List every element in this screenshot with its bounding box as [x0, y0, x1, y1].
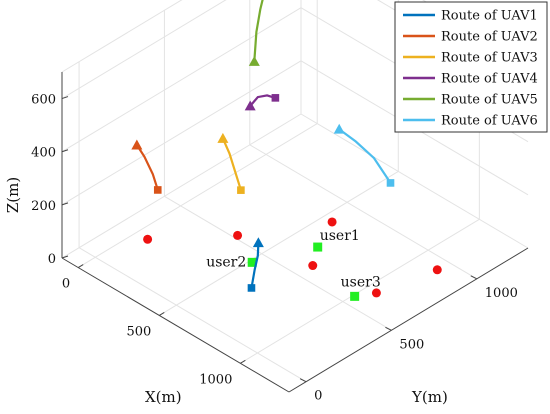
route-line-uav3: [221, 137, 242, 191]
user-label: user1: [320, 228, 360, 244]
legend-label-uav3: Route of UAV3: [441, 51, 538, 66]
z-axis-label: Z(m): [4, 177, 22, 213]
grid-line: [240, 218, 480, 364]
y-tick-label: 0: [314, 389, 322, 404]
route-start-uav3: [237, 186, 245, 194]
y-axis-label: Y(m): [411, 388, 448, 406]
red-point: [432, 265, 442, 275]
x-tick-mark: [159, 311, 165, 316]
route-start-uav6: [386, 179, 395, 187]
y-tick-mark: [385, 326, 392, 331]
user-marker: [350, 291, 360, 301]
x-tick-label: 500: [126, 324, 151, 339]
grid-line: [61, 7, 302, 153]
route-end-uav5: [248, 56, 260, 66]
x-tick-mark: [77, 264, 84, 269]
route-end-uav1: [252, 237, 264, 248]
route-start-uav4: [271, 94, 280, 102]
grid-line: [61, 113, 302, 259]
route-line-uav2: [135, 144, 159, 191]
legend-label-uav5: Route of UAV5: [441, 93, 538, 108]
route-line-uav6: [338, 128, 392, 184]
legend: Route of UAV1 Route of UAV2 Route of UAV3 R…: [394, 1, 548, 133]
x-axis-line: [61, 257, 290, 393]
route-start-uav1: [247, 284, 256, 292]
ground-points: user1 user2 user3: [143, 217, 442, 301]
user-label: user2: [206, 254, 246, 270]
grid-line: [164, 195, 392, 331]
legend-label-uav6: Route of UAV6: [441, 114, 538, 129]
axes-frame: [61, 72, 529, 393]
tick-labels: 0 200 400 600 0 500 1000 0 500 1000: [31, 93, 518, 404]
x-axis-label: X(m): [145, 388, 182, 406]
x-tick-mark: [240, 359, 246, 364]
z-tick-mark: [61, 255, 69, 259]
y-tick-mark: [470, 275, 478, 280]
user-marker: [313, 242, 323, 252]
y-tick-label: 1000: [485, 286, 518, 301]
grid-line: [249, 144, 478, 280]
y-tick-label: 500: [399, 337, 424, 352]
grid-line: [300, 113, 529, 249]
uav-routes: [131, 0, 395, 292]
y-axis-line: [288, 247, 529, 393]
grid-line: [61, 60, 302, 206]
grid-line: [61, 0, 183, 73]
legend-label-uav1: Route of UAV1: [441, 9, 538, 24]
route-end-uav6: [333, 123, 345, 134]
grid-line: [78, 247, 307, 383]
legend-box: [394, 1, 548, 133]
route-end-uav3: [217, 132, 229, 143]
red-point: [371, 288, 381, 298]
y-tick-mark: [299, 378, 307, 383]
red-point: [327, 217, 337, 227]
z-tick-label: 200: [31, 199, 56, 214]
z-tick-label: 0: [48, 252, 56, 267]
route-line-uav5: [253, 0, 264, 62]
route-end-uav4: [244, 100, 256, 111]
route-start-uav2: [153, 186, 162, 194]
user-marker: [247, 257, 257, 267]
user-label: user3: [341, 274, 381, 290]
grid-line: [77, 123, 318, 268]
axis-labels: X(m) Y(m) Z(m): [4, 177, 448, 406]
z-tick-label: 400: [31, 146, 56, 161]
z-tick-label: 600: [31, 93, 56, 108]
red-point: [143, 234, 153, 244]
legend-label-uav2: Route of UAV2: [441, 30, 538, 45]
x-tick-label: 1000: [199, 372, 232, 387]
route-end-uav2: [131, 139, 143, 150]
z-tick-mark: [61, 202, 69, 206]
red-point: [308, 261, 318, 271]
z-tick-mark: [61, 96, 69, 100]
route-line-uav4: [249, 94, 276, 107]
x-tick-label: 0: [62, 277, 70, 292]
z-tick-mark: [61, 149, 69, 153]
red-point: [233, 230, 243, 240]
grid-line: [61, 0, 227, 99]
legend-label-uav4: Route of UAV4: [441, 72, 538, 87]
route-line-uav1: [250, 242, 260, 289]
grid-line: [159, 171, 399, 316]
